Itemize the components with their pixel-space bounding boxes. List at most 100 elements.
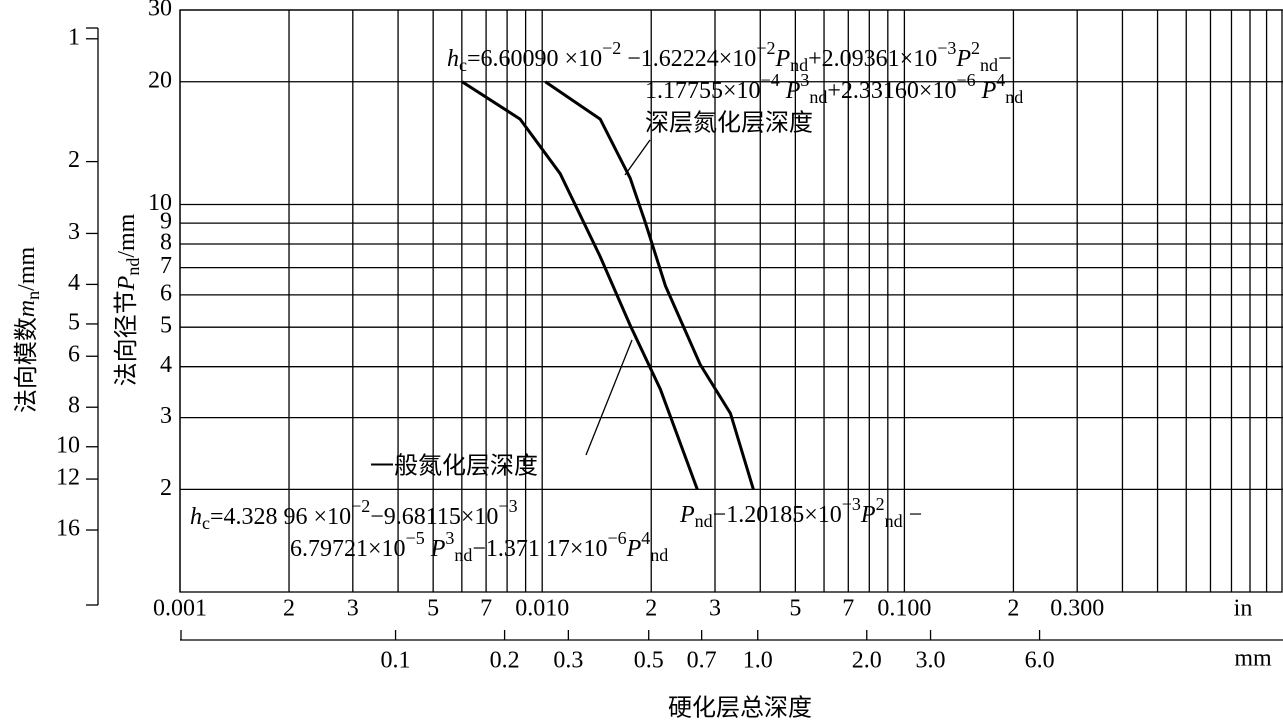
y3-tick-label: 2 (68, 147, 80, 173)
text-segment: 法向模数 (13, 317, 40, 413)
text-segment: P (425, 536, 446, 562)
text-segment: −2 (756, 38, 775, 58)
text-segment: h (447, 46, 459, 72)
formula-annotation: hc=6.60090 ×10−2 −1.62224×10−2Pnd+2.0936… (447, 38, 1012, 75)
text-segment: m (14, 300, 40, 317)
text-segment: 1.17755×10 (645, 78, 761, 104)
x2-tick-label: 1.0 (743, 648, 773, 674)
text-segment: −2 (351, 496, 370, 516)
text-segment: 4 (641, 528, 650, 548)
y-tick-label: 30 (148, 0, 172, 22)
text-segment: P (774, 46, 790, 72)
y-axis-title: 法向径节Pnd/mm (113, 213, 144, 386)
text-segment: nd (695, 511, 713, 531)
y-tick-label: 9 (160, 209, 172, 235)
text-segment: P (780, 78, 801, 104)
x-tick-label: 2 (1007, 596, 1019, 622)
text-segment: /mm (14, 247, 40, 291)
x-tick-label: 3 (347, 596, 359, 622)
text-segment: 2 (876, 494, 885, 514)
x-tick-label: 2 (283, 596, 295, 622)
text-segment: nd (980, 55, 998, 75)
text-segment: nd (123, 258, 143, 276)
text-segment: P (679, 502, 695, 528)
formula-annotation: Pnd−1.20185×10−3P2nd − (679, 494, 922, 531)
text-segment: 3 (445, 528, 454, 548)
text-segment: 6.79721×10 (290, 536, 406, 562)
text-segment: −1.20185×10 (713, 502, 842, 528)
text-segment: −6 (956, 70, 975, 90)
text-segment: +2.09361×10 (808, 46, 937, 72)
x2-tick-label: 0.5 (634, 648, 664, 674)
formula-annotation: 1.17755×10−4 P3nd+2.33160×10−6 P4nd (645, 70, 1023, 107)
y-tick-label: 6 (160, 280, 172, 306)
text-segment: −4 (761, 70, 780, 90)
x-tick-label: 0.300 (1050, 596, 1104, 622)
y-tick-label: 10 (148, 190, 172, 216)
x2-unit: mm (1234, 646, 1272, 672)
formula-annotation: 6.79721×10−5 P3nd−1.371 17×10−6P4nd (290, 528, 668, 565)
text-segment: − (998, 46, 1012, 72)
text-segment: −6 (607, 528, 626, 548)
text-segment: −5 (406, 528, 425, 548)
y3-tick-label: 12 (56, 465, 80, 491)
text-segment: P (626, 536, 642, 562)
x2-tick-label: 0.1 (381, 648, 411, 674)
x-unit: in (1234, 596, 1253, 622)
text-segment: /mm (114, 213, 140, 257)
x-tick-label: 0.100 (877, 596, 931, 622)
x2-tick-label: 6.0 (1025, 648, 1055, 674)
text-segment: −3 (842, 494, 861, 514)
x-tick-label: 0.010 (515, 596, 569, 622)
text-segment: P (860, 502, 876, 528)
text-segment: −1.62224×10 (621, 46, 756, 72)
y-tick-label: 5 (160, 313, 172, 339)
text-segment: 4 (996, 70, 1005, 90)
text-segment: n (23, 291, 43, 300)
x2-tick-label: 3.0 (916, 648, 946, 674)
y-tick-label: 20 (148, 67, 172, 93)
y3-tick-label: 6 (68, 342, 80, 368)
x-tick-label: 5 (789, 596, 801, 622)
y3-tick-label: 10 (56, 432, 80, 458)
x2-tick-label: 0.7 (687, 648, 717, 674)
text-segment: −9.68115×10 (370, 504, 498, 530)
text-segment: P (114, 275, 140, 291)
series-label: 一般氮化层深度 (370, 453, 538, 480)
text-segment: =4.328 96 ×10 (210, 504, 351, 530)
x-tick-label: 7 (842, 596, 854, 622)
text-segment: =6.60090 ×10 (467, 46, 602, 72)
text-segment: P (955, 46, 971, 72)
x-tick-label: 3 (709, 596, 721, 622)
plot-frame (179, 9, 1283, 593)
text-segment: nd (809, 87, 827, 107)
x-axis-title: 硬化层总深度 (668, 695, 812, 722)
y3-axis-title: 法向模数mn/mm (13, 247, 44, 414)
text-segment: − (903, 502, 923, 528)
text-segment: −1.371 17×10 (472, 536, 607, 562)
y-tick-label: 7 (160, 253, 172, 279)
text-segment: 法向径节 (113, 290, 140, 386)
y3-tick-label: 5 (68, 309, 80, 335)
y-tick-label: 3 (160, 403, 172, 429)
text-segment: −2 (602, 38, 621, 58)
text-segment: −3 (498, 496, 517, 516)
y3-tick-label: 8 (68, 393, 80, 419)
leader-line (585, 339, 633, 456)
series-line (544, 80, 755, 490)
y3-tick-label: 3 (68, 219, 80, 245)
y3-tick-label: 1 (68, 24, 80, 50)
x-tick-label: 2 (645, 596, 657, 622)
leader-line (624, 139, 651, 176)
text-segment: P (976, 78, 997, 104)
y3-tick-label: 16 (56, 516, 80, 542)
text-segment: 2 (971, 38, 980, 58)
series-line (461, 80, 699, 490)
text-segment: c (202, 513, 210, 533)
text-segment: nd (454, 545, 472, 565)
series-label: 深层氮化层深度 (645, 110, 813, 137)
x2-tick-label: 2.0 (852, 648, 882, 674)
x2-tick-label: 0.3 (553, 648, 583, 674)
y-tick-label: 2 (160, 475, 172, 501)
text-segment: nd (790, 55, 808, 75)
